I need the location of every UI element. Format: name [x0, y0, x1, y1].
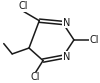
Text: Cl: Cl: [31, 72, 40, 82]
Text: N: N: [63, 52, 70, 62]
Text: Cl: Cl: [90, 35, 99, 45]
Text: Cl: Cl: [18, 1, 28, 11]
Text: N: N: [63, 18, 70, 28]
